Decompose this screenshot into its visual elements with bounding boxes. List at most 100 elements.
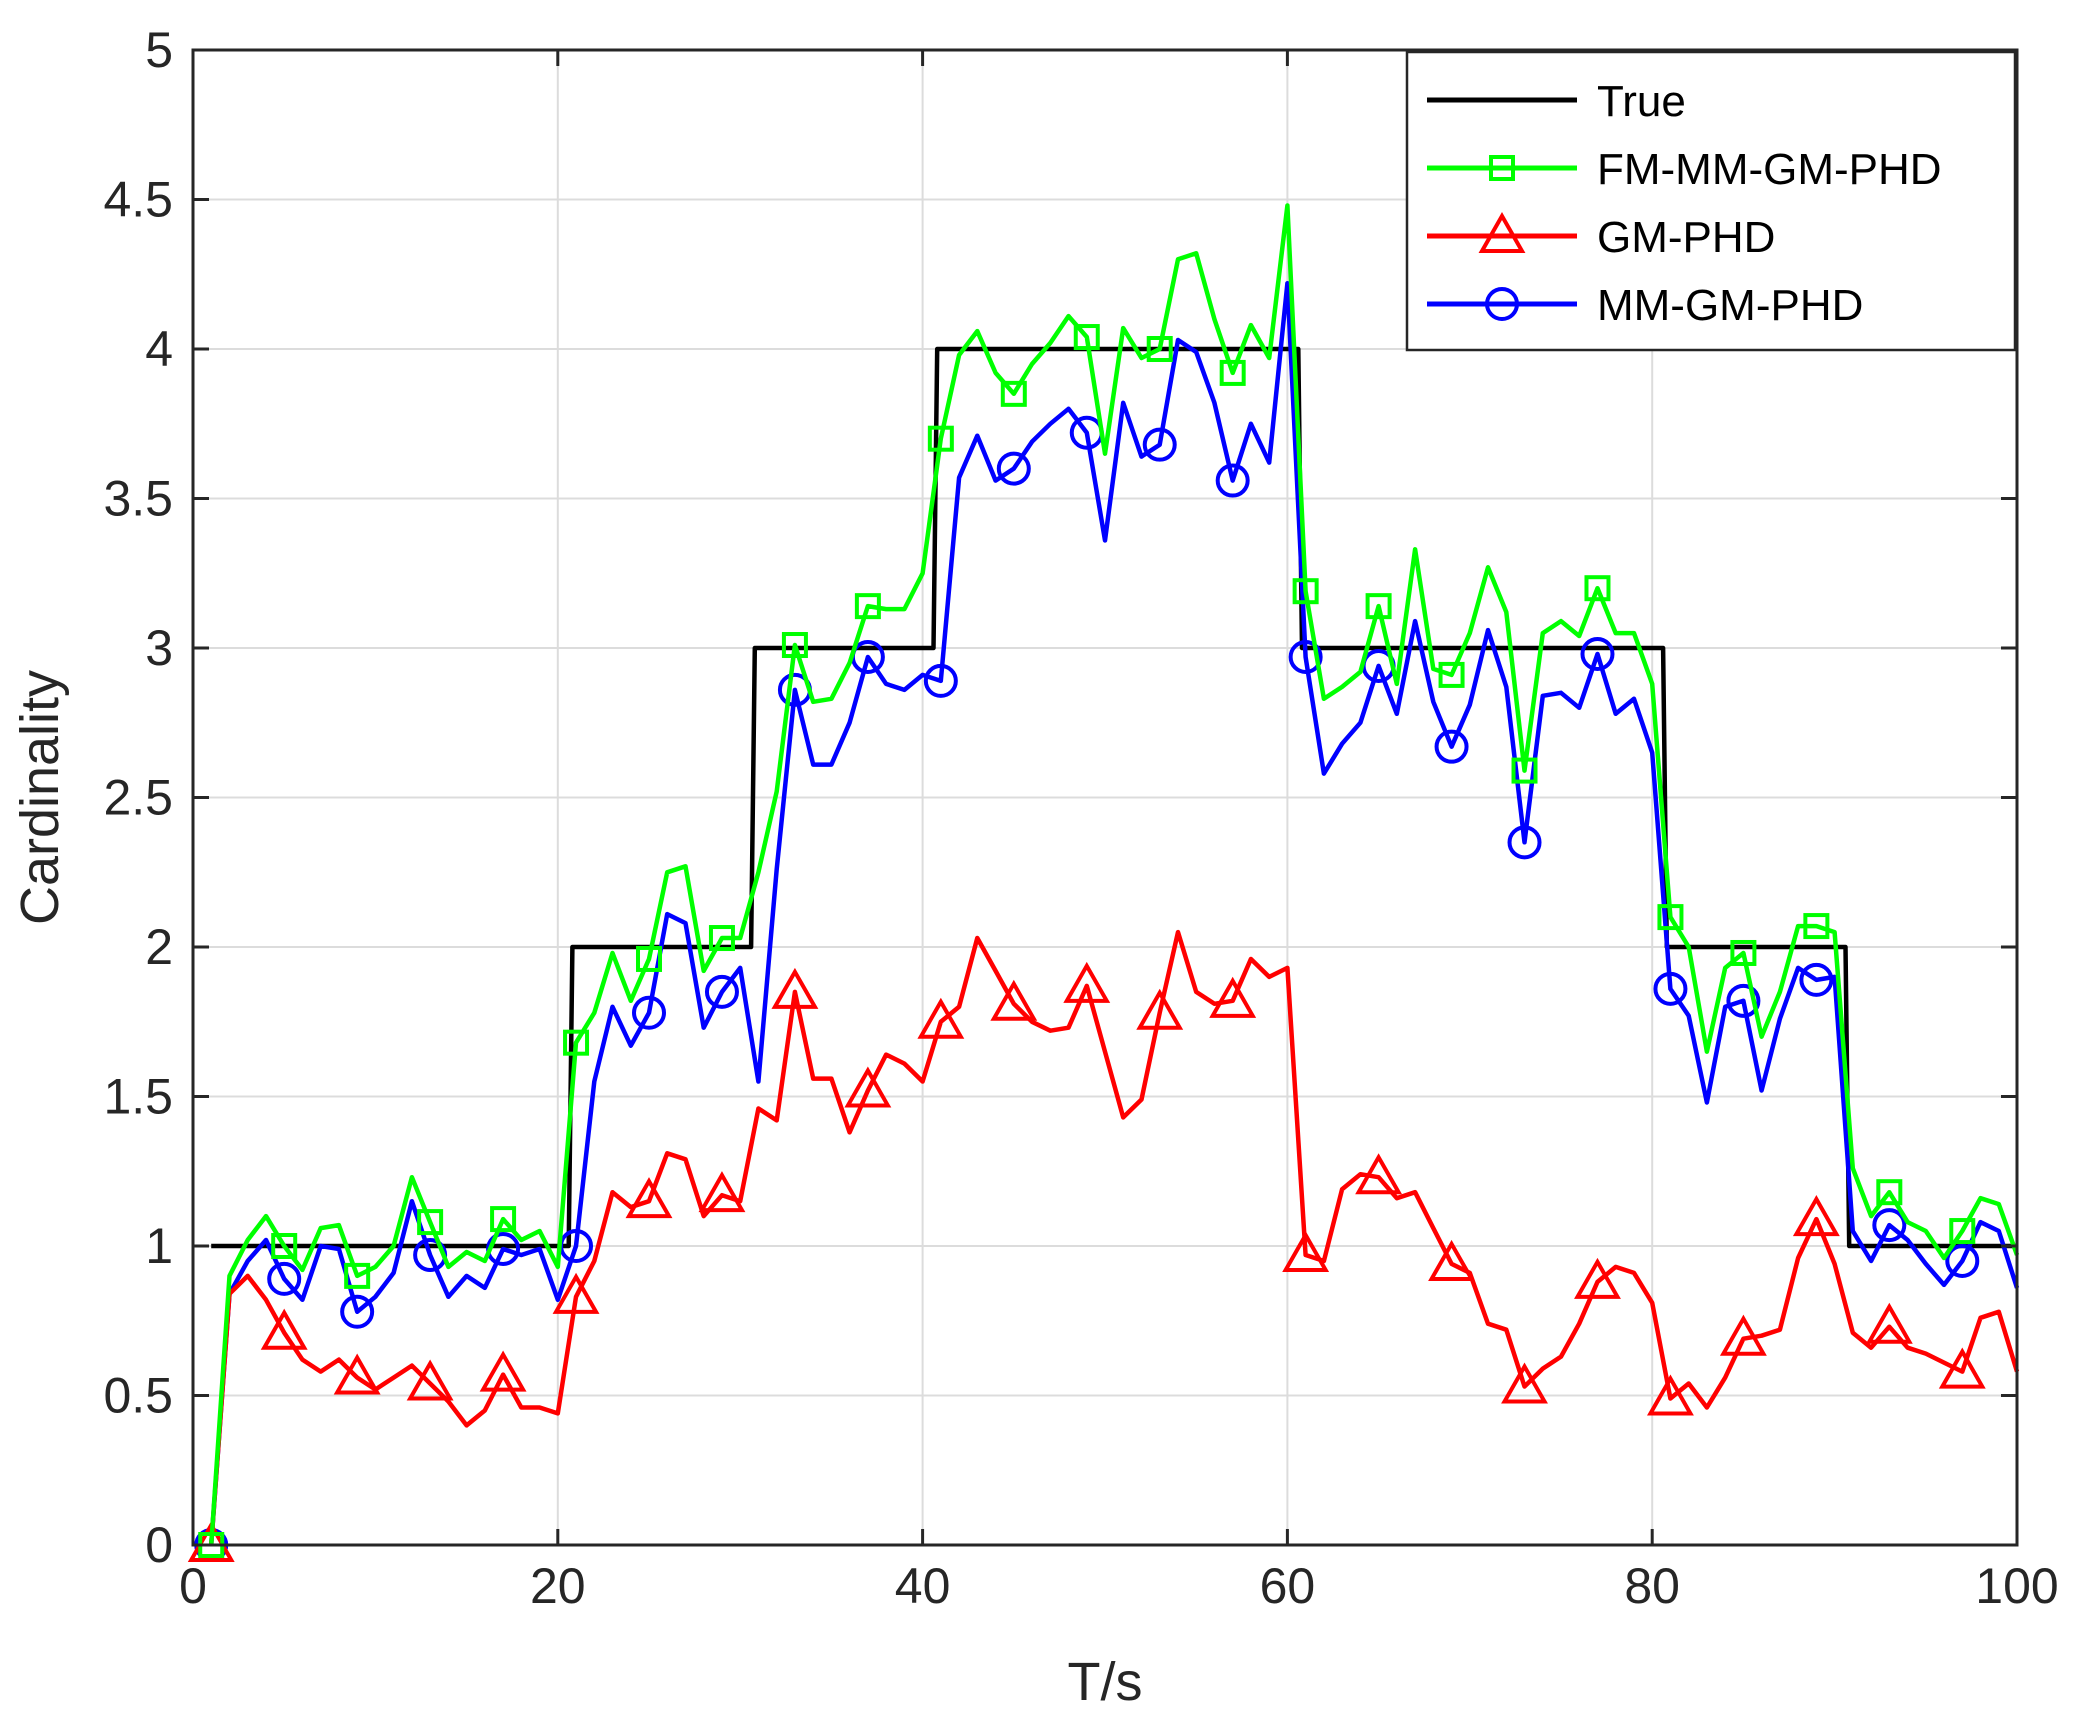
data-point-mm-gm-phd xyxy=(1726,983,1761,1018)
y-tick-label: 1.5 xyxy=(103,1069,173,1125)
data-point-gm-phd xyxy=(1501,1362,1548,1404)
data-point-fm-mm-gm-phd xyxy=(1803,913,1830,940)
legend-item-true: True xyxy=(1427,77,1686,126)
data-point-mm-gm-phd xyxy=(1653,971,1688,1006)
y-tick-label: 4 xyxy=(145,321,173,377)
data-point-gm-phd xyxy=(1282,1230,1330,1272)
plot-series xyxy=(187,203,2020,1562)
y-tick-label: 0.5 xyxy=(103,1368,173,1424)
x-tick-label: 0 xyxy=(179,1558,207,1614)
data-point-mm-gm-phd xyxy=(340,1294,375,1329)
data-point-fm-mm-gm-phd xyxy=(417,1209,444,1236)
data-point-fm-mm-gm-phd xyxy=(927,425,954,452)
data-point-fm-mm-gm-phd xyxy=(1438,661,1465,688)
data-point-fm-mm-gm-phd xyxy=(1730,939,1757,966)
data-point-gm-phd xyxy=(1063,961,1111,1003)
y-tick-label: 4.5 xyxy=(103,172,173,228)
legend-swatch-marker xyxy=(1489,155,1515,181)
data-point-gm-phd xyxy=(771,967,819,1009)
legend-label: True xyxy=(1597,77,1686,126)
x-axis-label: T/s xyxy=(1068,1652,1143,1712)
data-point-fm-mm-gm-phd xyxy=(344,1262,371,1289)
legend-label: FM-MM-GM-PHD xyxy=(1597,145,1942,194)
data-point-fm-mm-gm-phd xyxy=(781,632,808,659)
data-point-gm-phd xyxy=(1792,1195,1840,1237)
x-tick-label: 20 xyxy=(530,1558,586,1614)
data-point-gm-phd xyxy=(406,1359,454,1401)
legend-label: MM-GM-PHD xyxy=(1597,281,1863,330)
legend-item-gm-phd: GM-PHD xyxy=(1427,211,1775,262)
data-point-gm-phd xyxy=(260,1308,308,1350)
data-point-gm-phd xyxy=(1574,1257,1621,1299)
data-point-gm-phd xyxy=(1355,1153,1403,1195)
data-point-fm-mm-gm-phd xyxy=(1146,336,1173,362)
data-point-gm-phd xyxy=(625,1177,673,1219)
data-point-fm-mm-gm-phd xyxy=(708,925,735,952)
data-point-fm-mm-gm-phd xyxy=(1292,578,1319,605)
data-point-mm-gm-phd xyxy=(923,663,958,698)
y-tick-label: 2.5 xyxy=(103,770,173,826)
data-point-mm-gm-phd xyxy=(996,451,1031,486)
y-axis-label: Cardinality xyxy=(10,670,70,925)
axis-ticks: 0 20 40 60 80 100 0 0.5 1 1.5 2 2.5 3 3.5 4 4.5 5 xyxy=(103,22,2058,1614)
data-point-mm-gm-phd xyxy=(1142,427,1177,462)
data-point-mm-gm-phd xyxy=(632,995,666,1030)
legend-label: GM-PHD xyxy=(1597,213,1775,262)
legend-item-mm-gm-phd: MM-GM-PHD xyxy=(1427,281,1863,330)
data-point-gm-phd xyxy=(552,1272,600,1314)
data-point-gm-phd xyxy=(917,997,965,1039)
data-point-gm-phd xyxy=(1719,1314,1767,1356)
series-line-mm-gm-phd xyxy=(208,280,2020,1546)
data-point-gm-phd xyxy=(1209,976,1257,1018)
data-point-gm-phd xyxy=(1646,1374,1694,1416)
legend-swatch-marker xyxy=(1485,287,1519,321)
data-point-gm-phd xyxy=(990,979,1038,1021)
x-tick-label: 60 xyxy=(1260,1558,1316,1614)
y-tick-label: 0 xyxy=(145,1517,173,1573)
data-point-fm-mm-gm-phd xyxy=(1657,904,1684,931)
series-true xyxy=(211,346,2017,1249)
y-tick-label: 1 xyxy=(145,1218,173,1274)
y-tick-label: 3 xyxy=(145,620,173,676)
data-point-mm-gm-phd xyxy=(1434,729,1469,764)
x-tick-label: 40 xyxy=(895,1558,951,1614)
data-point-mm-gm-phd xyxy=(267,1261,302,1296)
data-point-mm-gm-phd xyxy=(1215,463,1250,498)
data-point-fm-mm-gm-phd xyxy=(1511,757,1538,784)
y-tick-label: 3.5 xyxy=(103,471,173,527)
data-point-fm-mm-gm-phd xyxy=(271,1233,298,1259)
data-point-mm-gm-phd xyxy=(1288,639,1323,674)
data-point-fm-mm-gm-phd xyxy=(1219,359,1246,386)
data-point-fm-mm-gm-phd xyxy=(636,945,662,972)
data-point-mm-gm-phd xyxy=(704,974,739,1009)
legend-swatch-marker xyxy=(1478,211,1526,253)
data-point-fm-mm-gm-phd xyxy=(490,1206,517,1233)
series-gm-phd xyxy=(187,929,2020,1562)
data-point-gm-phd xyxy=(698,1171,746,1213)
data-point-gm-phd xyxy=(1865,1302,1913,1344)
data-point-gm-phd xyxy=(844,1066,892,1108)
data-point-fm-mm-gm-phd xyxy=(1073,324,1100,351)
data-point-fm-mm-gm-phd xyxy=(1000,380,1027,407)
data-point-gm-phd xyxy=(479,1350,527,1392)
legend: True FM-MM-GM-PHD GM-PHD MM-GM-PHD xyxy=(1405,50,2017,352)
data-point-mm-gm-phd xyxy=(1945,1243,1980,1278)
data-point-mm-gm-phd xyxy=(1580,636,1615,671)
data-point-mm-gm-phd xyxy=(1872,1208,1907,1243)
data-point-mm-gm-phd xyxy=(1799,962,1834,997)
series-line-true xyxy=(211,346,2017,1249)
data-point-fm-mm-gm-phd xyxy=(854,593,881,620)
data-point-gm-phd xyxy=(1136,988,1184,1030)
data-point-fm-mm-gm-phd xyxy=(563,1029,590,1056)
data-point-mm-gm-phd xyxy=(1507,825,1542,860)
data-point-fm-mm-gm-phd xyxy=(1365,593,1392,620)
x-tick-label: 80 xyxy=(1624,1558,1680,1614)
data-point-gm-phd xyxy=(1428,1239,1476,1281)
y-tick-label: 5 xyxy=(145,22,173,78)
data-point-fm-mm-gm-phd xyxy=(1584,575,1611,602)
data-point-gm-phd xyxy=(333,1353,381,1395)
data-point-fm-mm-gm-phd xyxy=(1876,1179,1903,1206)
series-fm-mm-gm-phd xyxy=(198,203,2020,1558)
legend-item-fm-mm-gm-phd: FM-MM-GM-PHD xyxy=(1427,145,1942,194)
